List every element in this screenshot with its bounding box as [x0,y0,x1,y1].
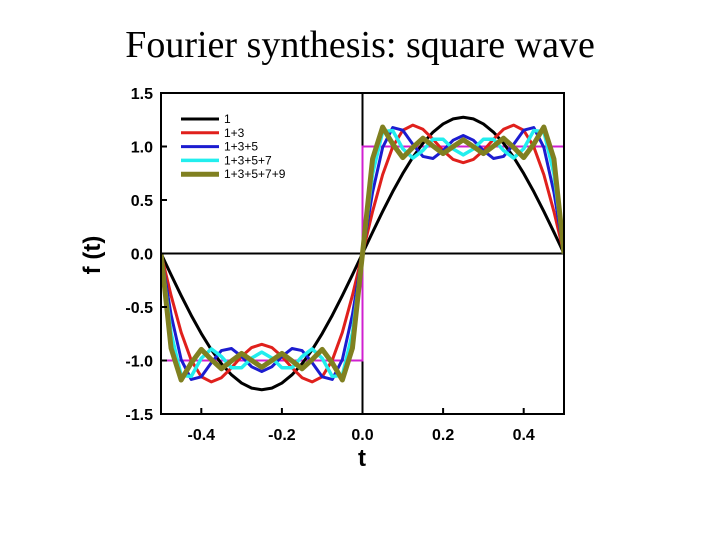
y-tick-label: 1.0 [131,140,153,157]
x-tick-label: 0.2 [432,427,454,444]
legend-label: 1+3+5+7 [224,153,272,167]
series-line [161,124,564,383]
x-axis-label: t [358,445,366,472]
legend-label: 1+3 [224,126,245,140]
y-tick-label: -1.5 [125,407,153,424]
y-tick-label: -0.5 [125,300,153,317]
x-tick-label: -0.4 [188,427,216,444]
legend-label: 1 [224,112,231,126]
y-axis-label: f (t) [79,236,106,275]
y-tick-label: 1.5 [131,86,153,103]
y-tick-label: 0.5 [131,193,153,210]
x-tick-label: 0.0 [351,427,373,444]
x-tick-label: -0.2 [268,427,296,444]
legend-label: 1+3+5 [224,140,258,154]
plot-area: -0.4 -0.2 0.0 0.2 0.4 1.5 1.0 0.5 0.0 -0.5 -1.0 -1.… [125,86,565,444]
chart-title: Fourier synthesis: square wave [125,24,595,66]
x-tick-label: 0.4 [513,427,535,444]
y-tick-label: -1.0 [125,354,153,371]
legend-label: 1+3+5+7+9 [224,167,286,181]
y-tick-label: 0.0 [131,247,153,264]
